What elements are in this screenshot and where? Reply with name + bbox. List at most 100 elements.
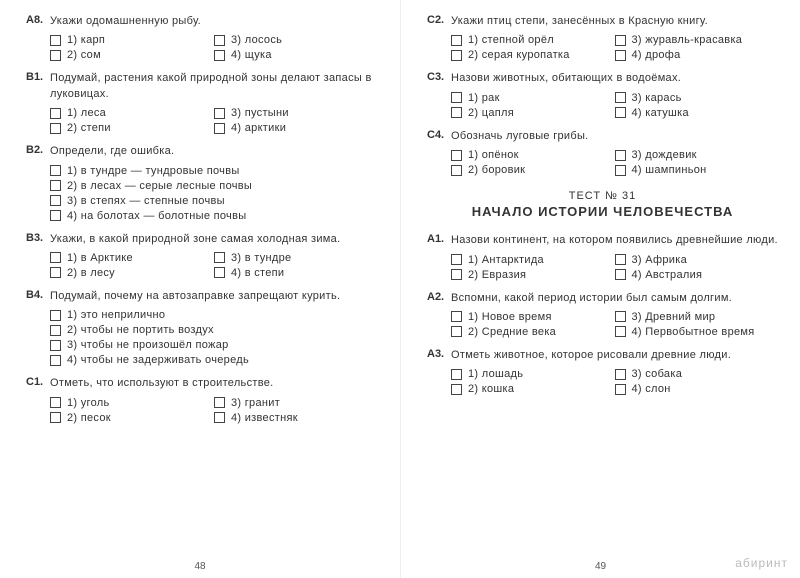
question-text: Укажи, в какой природной зоне самая холо…	[50, 232, 378, 247]
checkbox[interactable]	[451, 326, 462, 337]
option: 1) рак	[451, 92, 615, 104]
checkbox[interactable]	[50, 397, 61, 408]
question: В1.Подумай, растения какой природной зон…	[26, 71, 378, 134]
option-text: 3) в степях — степные почвы	[67, 195, 225, 207]
checkbox[interactable]	[615, 35, 626, 46]
checkbox[interactable]	[214, 397, 225, 408]
checkbox[interactable]	[615, 326, 626, 337]
option: 2) степи	[50, 122, 214, 134]
checkbox[interactable]	[214, 35, 225, 46]
option-text: 1) рак	[468, 92, 500, 104]
checkbox[interactable]	[615, 150, 626, 161]
option: 4) дрофа	[615, 49, 779, 61]
checkbox[interactable]	[615, 107, 626, 118]
options: 1) в Арктике3) в тундре2) в лесу4) в сте…	[26, 252, 378, 279]
checkbox[interactable]	[50, 123, 61, 134]
question-text: Подумай, почему на автозаправке запрещаю…	[50, 289, 378, 304]
checkbox[interactable]	[50, 50, 61, 61]
option-text: 3) Древний мир	[632, 311, 716, 323]
checkbox[interactable]	[214, 412, 225, 423]
option: 4) катушка	[615, 107, 779, 119]
checkbox[interactable]	[451, 50, 462, 61]
checkbox[interactable]	[615, 311, 626, 322]
checkbox[interactable]	[451, 35, 462, 46]
checkbox[interactable]	[615, 50, 626, 61]
question: А2.Вспомни, какой период истории был сам…	[427, 291, 778, 338]
test-number: ТЕСТ № 31	[427, 190, 778, 202]
checkbox[interactable]	[50, 325, 61, 336]
options: 1) опёнок3) дождевик2) боровик4) шампинь…	[427, 149, 778, 176]
option: 3) собака	[615, 368, 779, 380]
option-text: 1) это неприлично	[67, 309, 165, 321]
question: В4.Подумай, почему на автозаправке запре…	[26, 289, 378, 366]
checkbox[interactable]	[451, 150, 462, 161]
option: 1) Новое время	[451, 311, 615, 323]
checkbox[interactable]	[214, 50, 225, 61]
option-text: 4) в степи	[231, 267, 284, 279]
option: 2) Средние века	[451, 326, 615, 338]
checkbox[interactable]	[50, 340, 61, 351]
question: С1.Отметь, что используют в строительств…	[26, 376, 378, 423]
checkbox[interactable]	[615, 254, 626, 265]
checkbox[interactable]	[50, 412, 61, 423]
checkbox[interactable]	[50, 252, 61, 263]
checkbox[interactable]	[50, 165, 61, 176]
checkbox[interactable]	[214, 108, 225, 119]
option: 1) в тундре — тундровые почвы	[50, 165, 378, 177]
checkbox[interactable]	[50, 35, 61, 46]
checkbox[interactable]	[615, 269, 626, 280]
option-text: 1) Антарктида	[468, 254, 544, 266]
options: 1) леса3) пустыни2) степи4) арктики	[26, 107, 378, 134]
option-text: 2) кошка	[468, 383, 514, 395]
question: А3.Отметь животное, которое рисовали дре…	[427, 348, 778, 395]
option-text: 4) чтобы не задерживать очередь	[67, 354, 249, 366]
checkbox[interactable]	[50, 210, 61, 221]
option: 3) Древний мир	[615, 311, 779, 323]
question-text: Назови континент, на котором появились д…	[451, 233, 778, 248]
question: С2.Укажи птиц степи, занесённых в Красну…	[427, 14, 778, 61]
checkbox[interactable]	[451, 269, 462, 280]
checkbox[interactable]	[214, 252, 225, 263]
checkbox[interactable]	[50, 355, 61, 366]
checkbox[interactable]	[50, 108, 61, 119]
option: 4) арктики	[214, 122, 378, 134]
checkbox[interactable]	[615, 165, 626, 176]
option-text: 3) дождевик	[632, 149, 697, 161]
option-text: 4) Первобытное время	[632, 326, 755, 338]
option-text: 1) Новое время	[468, 311, 552, 323]
question-label: В1.	[26, 71, 50, 83]
option: 3) гранит	[214, 397, 378, 409]
checkbox[interactable]	[451, 107, 462, 118]
checkbox[interactable]	[451, 165, 462, 176]
checkbox[interactable]	[451, 384, 462, 395]
checkbox[interactable]	[615, 384, 626, 395]
question-label: А3.	[427, 348, 451, 360]
checkbox[interactable]	[615, 369, 626, 380]
question-text: Отметь животное, которое рисовали древни…	[451, 348, 778, 363]
question-text: Определи, где ошибка.	[50, 144, 378, 159]
checkbox[interactable]	[214, 267, 225, 278]
option: 4) Австралия	[615, 269, 779, 281]
option: 2) Евразия	[451, 269, 615, 281]
checkbox[interactable]	[214, 123, 225, 134]
checkbox[interactable]	[615, 92, 626, 103]
checkbox[interactable]	[50, 310, 61, 321]
option-text: 2) сом	[67, 49, 101, 61]
checkbox[interactable]	[50, 180, 61, 191]
checkbox[interactable]	[50, 195, 61, 206]
checkbox[interactable]	[451, 369, 462, 380]
question-label: В4.	[26, 289, 50, 301]
option-text: 1) лошадь	[468, 368, 523, 380]
question-text: Подумай, растения какой природной зоны д…	[50, 71, 378, 102]
checkbox[interactable]	[451, 92, 462, 103]
question-label: В3.	[26, 232, 50, 244]
question-text: Отметь, что используют в строительстве.	[50, 376, 378, 391]
test-title: НАЧАЛО ИСТОРИИ ЧЕЛОВЕЧЕСТВА	[427, 204, 778, 219]
question-text: Назови животных, обитающих в водоёмах.	[451, 71, 778, 86]
checkbox[interactable]	[451, 311, 462, 322]
checkbox[interactable]	[451, 254, 462, 265]
option-text: 3) в тундре	[231, 252, 291, 264]
checkbox[interactable]	[50, 267, 61, 278]
option: 4) на болотах — болотные почвы	[50, 210, 378, 222]
option: 2) серая куропатка	[451, 49, 615, 61]
